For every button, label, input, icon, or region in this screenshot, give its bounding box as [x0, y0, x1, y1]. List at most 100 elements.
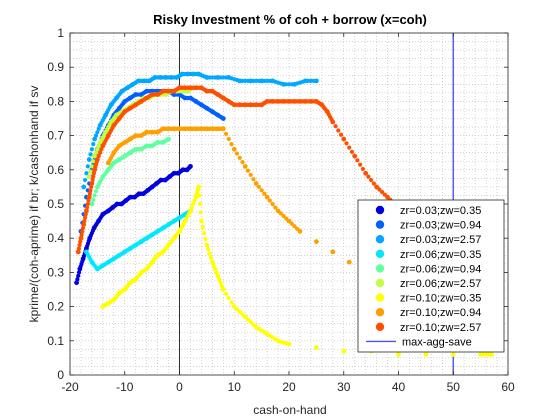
- data-point-fill: [203, 236, 208, 242]
- data-point-fill: [96, 154, 101, 159]
- data-point-fill: [237, 155, 242, 160]
- legend-marker: [375, 322, 385, 331]
- data-point-fill: [87, 191, 92, 196]
- data-point-fill: [212, 266, 218, 272]
- series-9: [75, 85, 412, 255]
- data-point-fill: [80, 229, 85, 234]
- data-point: [346, 259, 352, 265]
- data-point: [86, 174, 92, 180]
- data-point-fill: [98, 150, 103, 155]
- x-tick-label: -20: [61, 380, 79, 394]
- data-point-fill: [245, 317, 251, 322]
- data-point: [220, 287, 226, 292]
- data-point-fill: [379, 189, 385, 195]
- data-point: [199, 218, 204, 224]
- x-tick-label: 0: [176, 380, 183, 394]
- y-tick-label: 0.7: [47, 129, 64, 143]
- y-tick-label: 1: [57, 26, 64, 40]
- data-point-fill: [93, 150, 99, 155]
- data-point-fill: [371, 181, 376, 186]
- data-point-fill: [292, 224, 297, 229]
- legend-entry: zr=0.06;zw=2.57: [400, 278, 481, 290]
- data-point: [86, 194, 92, 200]
- y-tick-label: 0.5: [47, 197, 64, 211]
- chart-title: Risky Investment % of coh + borrow (x=co…: [153, 12, 427, 27]
- data-point-fill: [198, 210, 203, 215]
- data-point: [253, 181, 259, 186]
- legend-entry: zr=0.03;zw=0.94: [400, 220, 481, 232]
- data-point-fill: [349, 149, 355, 154]
- data-point: [220, 116, 226, 121]
- x-tick-label: -10: [116, 380, 134, 394]
- data-point-fill: [93, 189, 99, 194]
- series-7: [100, 184, 494, 357]
- legend-entry: zr=0.10;zw=0.94: [400, 307, 481, 319]
- series-8: [105, 126, 484, 289]
- data-point-fill: [197, 201, 203, 207]
- series-4: [84, 208, 193, 272]
- data-point-fill: [289, 221, 294, 226]
- data-point-fill: [262, 191, 267, 196]
- data-point: [92, 136, 98, 142]
- data-point-fill: [200, 224, 205, 230]
- data-point-fill: [208, 255, 214, 260]
- data-point-fill: [91, 174, 96, 179]
- data-point-fill: [223, 291, 229, 296]
- data-point: [86, 157, 92, 162]
- data-point: [166, 136, 171, 142]
- data-point-fill: [211, 263, 216, 268]
- legend-entry: zr=0.10;zw=2.57: [400, 322, 481, 334]
- data-point-fill: [88, 169, 93, 174]
- data-point-fill: [223, 131, 229, 136]
- data-point: [313, 239, 319, 245]
- legend-marker: [375, 308, 385, 317]
- data-point-fill: [84, 171, 89, 176]
- data-point: [220, 126, 226, 132]
- data-point-fill: [202, 230, 207, 236]
- data-point-fill: [75, 277, 80, 282]
- data-point-fill: [237, 309, 242, 314]
- y-tick-label: 0.4: [47, 231, 64, 245]
- data-point: [89, 201, 95, 207]
- data-point-fill: [197, 193, 202, 198]
- data-point-fill: [278, 211, 283, 216]
- data-point-fill: [360, 166, 366, 172]
- legend-entry: max-agg-save: [402, 336, 472, 348]
- x-tick-label: 30: [337, 380, 351, 394]
- data-points: [74, 71, 494, 357]
- data-point-fill: [217, 277, 222, 282]
- data-point-fill: [256, 184, 261, 189]
- data-point: [352, 153, 358, 159]
- legend-marker: [375, 205, 385, 215]
- legend-marker: [375, 278, 385, 288]
- data-point: [450, 352, 456, 357]
- y-tick-label: 0.2: [47, 300, 64, 314]
- data-point-fill: [82, 215, 88, 220]
- data-point: [89, 181, 95, 186]
- data-point-fill: [82, 177, 88, 183]
- data-point: [330, 249, 336, 255]
- data-point: [231, 146, 237, 152]
- data-point-fill: [333, 124, 338, 129]
- data-point-fill: [358, 162, 363, 167]
- data-point-fill: [248, 172, 253, 178]
- data-point: [297, 228, 303, 234]
- data-point-fill: [344, 141, 349, 146]
- x-tick-label: 50: [447, 380, 461, 394]
- data-point-fill: [226, 295, 231, 301]
- data-point: [242, 163, 248, 169]
- data-point: [84, 208, 89, 214]
- data-point: [341, 348, 347, 354]
- series-3: [81, 71, 319, 190]
- y-axis-label: kprime/(coh-aprime) if br; k/cashonhand …: [27, 86, 41, 323]
- data-point-fill: [89, 164, 94, 169]
- y-tick-label: 0.9: [47, 60, 64, 74]
- series-1: [74, 163, 193, 286]
- x-tick-label: 60: [501, 380, 515, 394]
- data-point: [196, 184, 202, 190]
- data-point-fill: [91, 159, 96, 164]
- y-tick-label: 0.6: [47, 163, 64, 177]
- data-point: [75, 249, 81, 255]
- data-point: [74, 280, 79, 286]
